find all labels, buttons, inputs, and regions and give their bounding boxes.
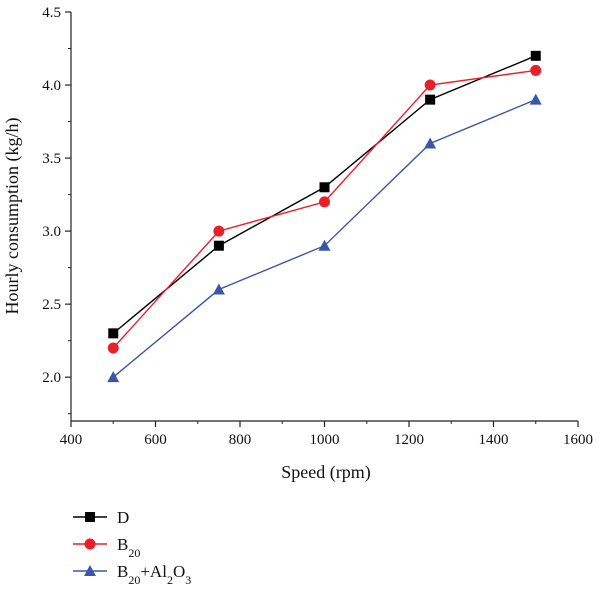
marker-circle [84, 538, 96, 550]
legend-label: B20 [117, 535, 140, 560]
legend-label: D [117, 508, 129, 527]
marker-circle [319, 196, 330, 208]
marker-triangle [107, 371, 120, 383]
x-tick-label: 800 [229, 432, 252, 448]
marker-triangle [84, 565, 96, 576]
legend-item: B20+Al2O3 [73, 562, 191, 587]
marker-circle [424, 79, 436, 91]
x-tick-label: 1200 [394, 432, 424, 448]
marker-square [319, 182, 330, 193]
legend-item: D [73, 508, 129, 527]
y-tick-label: 3.0 [42, 224, 61, 240]
y-tick-label: 2.5 [42, 297, 61, 313]
x-tick-label: 1400 [479, 432, 509, 448]
series-layer [107, 50, 542, 383]
x-tick-label: 1000 [310, 432, 340, 448]
marker-circle [530, 64, 542, 76]
marker-triangle [318, 239, 331, 251]
marker-triangle [212, 283, 225, 295]
series-line [112, 55, 537, 334]
y-tick-label: 4.5 [42, 5, 61, 21]
series-b20-al2o3 [107, 93, 542, 383]
series-d [108, 50, 541, 339]
x-tick-label: 600 [144, 432, 167, 448]
series-line [112, 69, 536, 349]
y-tick-label: 3.5 [42, 151, 61, 167]
series-line [112, 98, 537, 378]
x-axis-label: Speed (rpm) [281, 462, 370, 483]
y-axis-label: Hourly consumption (kg/h) [2, 118, 23, 315]
y-tick-label: 2.0 [42, 370, 61, 386]
marker-square [425, 94, 436, 105]
marker-circle [107, 342, 119, 354]
marker-triangle [529, 93, 542, 105]
marker-square [108, 328, 119, 339]
y-tick-label: 4.0 [42, 78, 61, 94]
x-tick-label: 1600 [563, 432, 593, 448]
x-tick-label: 400 [60, 432, 83, 448]
legend-label: B20+Al2O3 [117, 562, 191, 587]
marker-square [530, 50, 541, 61]
legend-item: B20 [73, 535, 140, 560]
series-b20 [107, 64, 542, 354]
axes: 400 600 800 1000 1200 1400 1600 2.0 2.5 3.0 3.5 4.0… [42, 5, 593, 448]
marker-triangle [424, 137, 437, 149]
marker-square [213, 240, 224, 251]
marker-square [85, 512, 95, 522]
marker-circle [213, 225, 225, 237]
